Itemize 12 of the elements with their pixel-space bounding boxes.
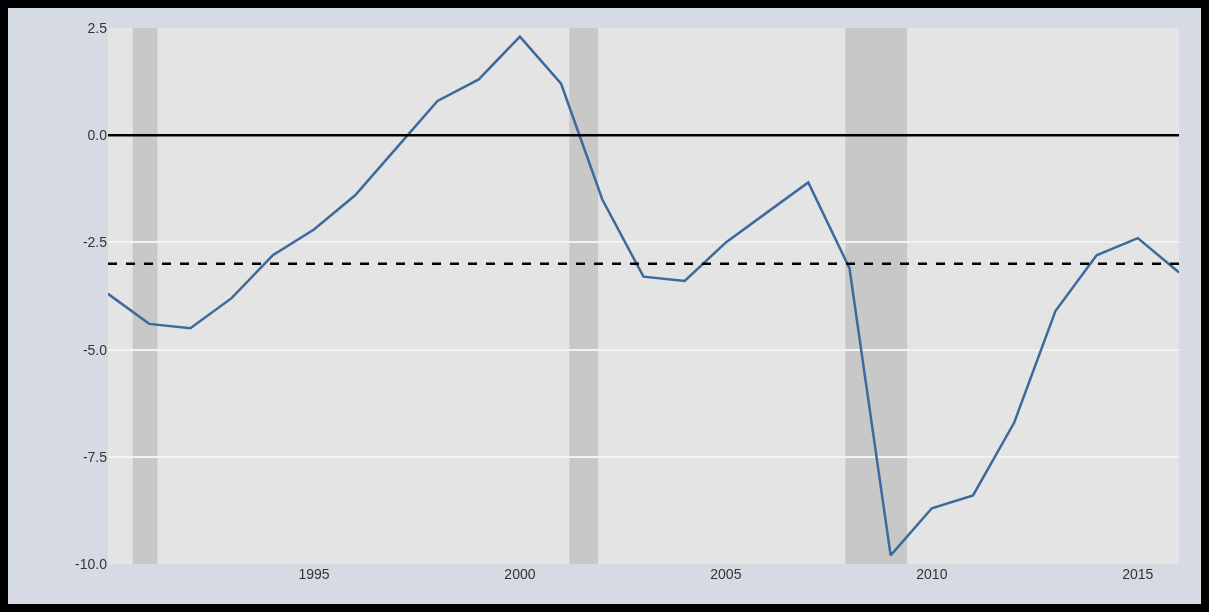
- x-tick-label: 2010: [916, 566, 948, 582]
- y-tick-label: -5.0: [82, 341, 108, 358]
- y-tick-label: -10.0: [75, 555, 108, 572]
- y-tick-label: -7.5: [82, 448, 108, 465]
- y-tick-label: -2.5: [82, 234, 108, 251]
- x-tick-label: 2015: [1122, 566, 1154, 582]
- y-tick-label: 0.0: [87, 127, 108, 144]
- x-tick-label: 1995: [298, 566, 330, 582]
- x-tick-label: 2005: [710, 566, 742, 582]
- y-tick-label: 2.5: [87, 19, 108, 36]
- x-tick-label: 2000: [504, 566, 536, 582]
- line-series: [108, 35, 1179, 557]
